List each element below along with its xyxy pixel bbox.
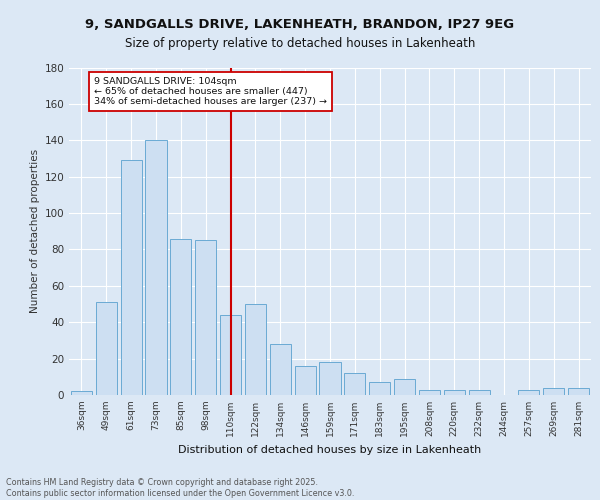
Bar: [245, 304, 266, 395]
Text: Contains HM Land Registry data © Crown copyright and database right 2025.
Contai: Contains HM Land Registry data © Crown c…: [6, 478, 355, 498]
Bar: [145, 140, 167, 395]
Y-axis label: Number of detached properties: Number of detached properties: [30, 149, 40, 314]
Bar: [419, 390, 440, 395]
Bar: [369, 382, 390, 395]
Bar: [444, 390, 465, 395]
X-axis label: Distribution of detached houses by size in Lakenheath: Distribution of detached houses by size …: [178, 444, 482, 454]
Bar: [295, 366, 316, 395]
Bar: [319, 362, 341, 395]
Bar: [96, 302, 117, 395]
Text: Size of property relative to detached houses in Lakenheath: Size of property relative to detached ho…: [125, 38, 475, 51]
Bar: [71, 392, 92, 395]
Text: 9, SANDGALLS DRIVE, LAKENHEATH, BRANDON, IP27 9EG: 9, SANDGALLS DRIVE, LAKENHEATH, BRANDON,…: [85, 18, 515, 30]
Bar: [170, 238, 191, 395]
Bar: [543, 388, 564, 395]
Text: 9 SANDGALLS DRIVE: 104sqm
← 65% of detached houses are smaller (447)
34% of semi: 9 SANDGALLS DRIVE: 104sqm ← 65% of detac…: [94, 76, 327, 106]
Bar: [394, 378, 415, 395]
Bar: [344, 373, 365, 395]
Bar: [568, 388, 589, 395]
Bar: [121, 160, 142, 395]
Bar: [270, 344, 291, 395]
Bar: [195, 240, 216, 395]
Bar: [469, 390, 490, 395]
Bar: [220, 315, 241, 395]
Bar: [518, 390, 539, 395]
